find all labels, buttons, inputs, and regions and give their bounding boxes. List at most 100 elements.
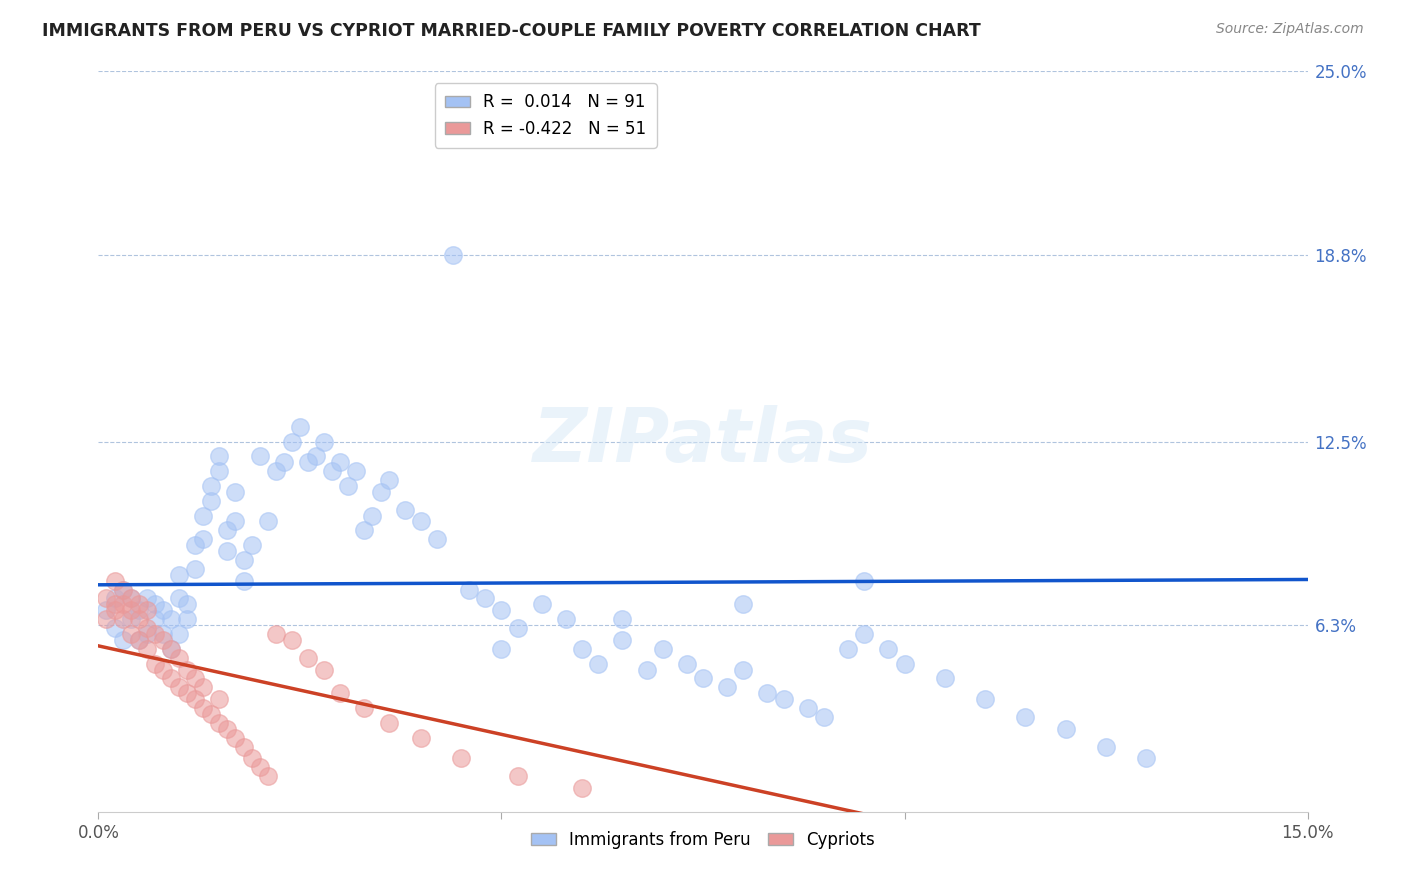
Point [128,603,150,617]
Point [441,248,464,262]
Point [240,538,263,552]
Point [329,686,352,700]
Point [208,464,231,478]
Point [370,484,392,499]
Point [893,657,915,671]
Point [224,731,246,745]
Point [733,663,755,677]
Point [249,760,271,774]
Point [152,632,174,647]
Point [361,508,384,523]
Point [184,672,207,686]
Point [934,672,956,686]
Point [184,692,207,706]
Point [184,538,207,552]
Point [288,419,311,434]
Point [450,751,472,765]
Point [314,663,336,677]
Point [167,650,190,665]
Point [555,612,578,626]
Point [103,621,125,635]
Point [353,524,375,538]
Point [152,627,174,641]
Point [273,455,295,469]
Point [120,603,142,617]
Point [184,562,207,576]
Point [409,731,432,745]
Point [337,479,360,493]
Point [152,603,174,617]
Point [249,450,271,464]
Point [377,473,399,487]
Point [426,533,449,547]
Point [224,515,246,529]
Point [128,612,150,626]
Point [111,632,134,647]
Point [586,657,609,671]
Point [135,627,157,641]
Point [264,627,287,641]
Point [321,464,343,478]
Point [474,591,496,606]
Point [240,751,263,765]
Point [733,598,755,612]
Point [676,657,699,671]
Point [96,612,118,626]
Point [143,598,166,612]
Point [111,612,134,626]
Point [353,701,375,715]
Point [281,632,304,647]
Point [797,701,820,715]
Point [96,591,118,606]
Point [1135,751,1157,765]
Point [217,722,239,736]
Point [135,591,157,606]
Point [160,641,183,656]
Point [305,450,328,464]
Point [612,612,634,626]
Point [232,574,254,588]
Point [120,591,142,606]
Point [160,641,183,656]
Point [176,686,198,700]
Point [853,627,876,641]
Point [200,493,222,508]
Point [193,701,215,715]
Point [167,567,190,582]
Point [256,515,278,529]
Point [160,672,183,686]
Legend: Immigrants from Peru, Cypriots: Immigrants from Peru, Cypriots [524,824,882,855]
Point [1095,739,1118,754]
Point [208,450,231,464]
Point [208,692,231,706]
Point [193,533,215,547]
Point [176,598,198,612]
Point [111,582,134,597]
Point [458,582,481,597]
Point [152,663,174,677]
Point [344,464,367,478]
Point [143,657,166,671]
Point [160,612,183,626]
Point [409,515,432,529]
Point [176,612,198,626]
Point [217,524,239,538]
Point [329,455,352,469]
Point [297,455,319,469]
Point [853,574,876,588]
Point [264,464,287,478]
Point [491,641,513,656]
Point [120,627,142,641]
Point [103,603,125,617]
Point [974,692,997,706]
Point [281,434,304,449]
Point [394,502,416,516]
Point [128,598,150,612]
Point [111,582,134,597]
Point [232,553,254,567]
Point [200,706,222,721]
Point [491,603,513,617]
Point [103,598,125,612]
Text: ZIPatlas: ZIPatlas [533,405,873,478]
Point [224,484,246,499]
